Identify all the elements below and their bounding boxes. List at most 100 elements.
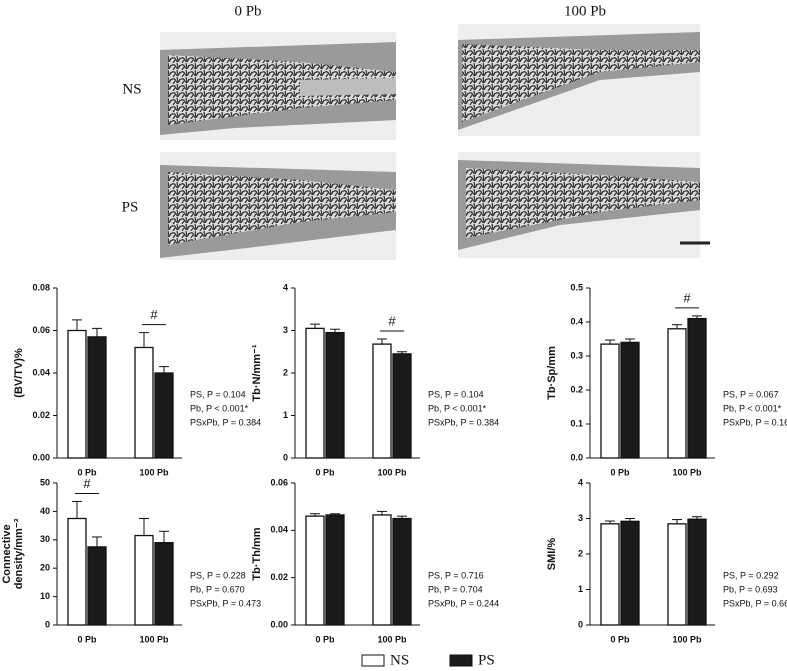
- bar: [134, 534, 154, 626]
- x-tick-label: 100 Pb: [377, 467, 407, 477]
- x-tick-label: 0 Pb: [77, 467, 97, 477]
- y-tick-label: 0.02: [270, 572, 288, 582]
- stat-annotation: PSxPb, P = 0.473: [190, 598, 261, 608]
- x-tick-label: 0 Pb: [610, 467, 630, 477]
- legend-swatch: [361, 654, 385, 667]
- x-tick-label: 100 Pb: [672, 634, 702, 644]
- y-tick-label: 0.5: [570, 282, 583, 292]
- stat-annotation: PS, P = 0.228: [190, 570, 246, 580]
- x-tick-label: 0 Pb: [315, 467, 335, 477]
- y-tick-label: 0.2: [570, 384, 583, 394]
- column-label: 0 Pb: [234, 3, 261, 19]
- y-tick-label: 0.04: [270, 525, 288, 535]
- y-tick-label: 10: [40, 591, 50, 601]
- bar: [667, 523, 687, 626]
- bar: [372, 343, 392, 459]
- row-label: PS: [122, 199, 139, 215]
- stat-annotation: PSxPb, P = 0.660: [723, 598, 787, 608]
- bar: [372, 514, 392, 626]
- image-0pb-ps: [160, 152, 396, 260]
- x-tick-label: 0 Pb: [610, 634, 630, 644]
- y-tick-label: 0.08: [32, 282, 50, 292]
- y-tick-label: 0.06: [32, 325, 50, 335]
- y-tick-label: 0.02: [32, 410, 50, 420]
- image-100pb-ps: [458, 152, 700, 258]
- bar: [392, 353, 412, 459]
- chart: 0.00 0.02 0.04 0.06 0.08 (BV/TV)% 0 Pb 100 Pb # P…: [13, 282, 261, 477]
- stat-annotation: Pb, P = 0.704: [428, 584, 483, 594]
- y-axis-label: Tb·Sp/mm: [546, 346, 558, 400]
- legend-label: PS: [478, 652, 495, 668]
- y-axis-label: Tb·N/mm⁻¹: [251, 344, 263, 401]
- y-tick-label: 0.00: [32, 452, 50, 462]
- y-tick-label: 40: [40, 506, 50, 516]
- bar: [87, 546, 107, 626]
- stat-annotation: PSxPb, P = 0.384: [428, 417, 499, 427]
- y-tick-label: 3: [578, 513, 583, 523]
- chart: 0 10 20 30 40 50 Connective density/mm⁻³ 0 Pb 100…: [1, 476, 261, 644]
- legend: NS PS: [361, 652, 495, 668]
- y-tick-label: 4: [283, 282, 288, 292]
- x-tick-label: 100 Pb: [139, 467, 169, 477]
- y-tick-label: 0.3: [570, 350, 583, 360]
- y-tick-label: 20: [40, 563, 50, 573]
- y-axis-label: Tb·Th/mm: [251, 527, 263, 580]
- significance-label: #: [83, 476, 91, 491]
- y-tick-label: 2: [283, 367, 288, 377]
- image-0pb-ns: [160, 32, 396, 140]
- significance-label: #: [388, 313, 396, 328]
- y-tick-label: 0.0: [570, 452, 583, 462]
- stat-annotation: PS, P = 0.104: [190, 389, 246, 399]
- stat-annotation: Pb, P = 0.693: [723, 584, 778, 594]
- legend-swatch: [449, 654, 473, 667]
- stat-annotation: Pb, P < 0.001*: [723, 403, 782, 413]
- bar: [687, 518, 707, 626]
- bar: [154, 541, 174, 626]
- bar: [600, 523, 620, 626]
- y-tick-label: 50: [40, 477, 50, 487]
- y-axis-label: density/mm⁻³: [13, 518, 25, 589]
- chart: 0 1 2 3 4 Tb·N/mm⁻¹ 0 Pb 100 Pb # PS, P = 0.104 Pb…: [251, 282, 499, 477]
- y-tick-label: 0.1: [570, 418, 583, 428]
- x-tick-label: 0 Pb: [77, 634, 97, 644]
- x-tick-label: 100 Pb: [672, 467, 702, 477]
- y-tick-label: 0: [45, 619, 50, 629]
- bar: [305, 327, 325, 459]
- bar: [325, 514, 345, 626]
- bar: [87, 336, 107, 459]
- legend-label: NS: [390, 652, 409, 668]
- bar: [392, 517, 412, 626]
- y-tick-label: 0.00: [270, 619, 288, 629]
- bar: [667, 328, 687, 459]
- column-label: 100 Pb: [564, 3, 606, 19]
- y-axis-label: Connective: [1, 524, 13, 583]
- bar: [600, 343, 620, 459]
- y-axis-label: SMI/%: [546, 538, 558, 571]
- x-tick-label: 100 Pb: [377, 634, 407, 644]
- stat-annotation: Pb, P = 0.670: [190, 584, 245, 594]
- y-tick-label: 2: [578, 548, 583, 558]
- bar: [687, 317, 707, 459]
- y-tick-label: 1: [578, 584, 583, 594]
- bar: [67, 329, 87, 459]
- significance-label: #: [150, 307, 158, 322]
- y-tick-label: 30: [40, 534, 50, 544]
- stat-annotation: PSxPb, P = 0.384: [190, 417, 261, 427]
- stat-annotation: Pb, P < 0.001*: [190, 403, 249, 413]
- bar: [620, 341, 640, 459]
- stat-annotation: PS, P = 0.716: [428, 570, 484, 580]
- y-axis-label: (BV/TV)%: [13, 348, 25, 398]
- y-tick-label: 0: [578, 619, 583, 629]
- chart: 0.0 0.1 0.2 0.3 0.4 0.5 Tb·Sp/mm 0 Pb 100 Pb # PS,…: [546, 282, 787, 477]
- bar: [325, 331, 345, 459]
- bar: [67, 517, 87, 626]
- y-tick-label: 1: [283, 410, 288, 420]
- stat-annotation: Pb, P < 0.001*: [428, 403, 487, 413]
- stat-annotation: PS, P = 0.292: [723, 570, 779, 580]
- y-tick-label: 0.4: [570, 316, 583, 326]
- y-tick-label: 0.06: [270, 477, 288, 487]
- stat-annotation: PSxPb, P = 0.244: [428, 598, 499, 608]
- stat-annotation: PS, P = 0.067: [723, 389, 779, 399]
- stat-annotation: PSxPb, P = 0.160: [723, 417, 787, 427]
- micro-ct-images: [160, 24, 710, 260]
